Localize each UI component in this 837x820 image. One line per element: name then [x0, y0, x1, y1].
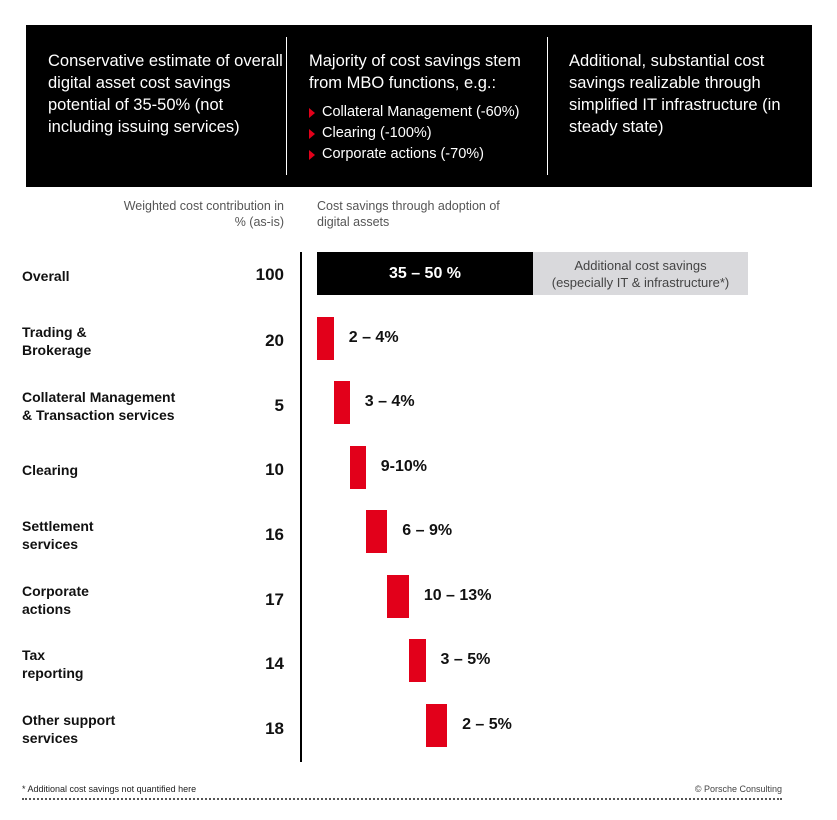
footnote: * Additional cost savings not quantified… — [22, 784, 197, 794]
row-label: Collateral Management & Transaction servi… — [22, 389, 176, 423]
overall-value: 100 — [255, 265, 284, 284]
row-value: 5 — [274, 396, 284, 415]
savings-bar — [317, 317, 334, 360]
overall-label: Overall — [22, 268, 70, 284]
header-banner: Conservative estimate of overall digital… — [26, 25, 812, 187]
savings-bar — [408, 639, 426, 682]
banner-col-mbo: Majority of cost savings stem from MBO f… — [309, 50, 549, 165]
savings-bar — [333, 381, 350, 424]
row-label: Corporate actions — [22, 583, 89, 617]
savings-bar-label: 3 – 5% — [440, 651, 491, 668]
banner-divider — [547, 37, 548, 175]
row-value: 14 — [265, 654, 284, 673]
overall-savings-bar: 35 – 50 % — [317, 252, 533, 295]
banner-bullet: Corporate actions (-70%) — [309, 144, 549, 165]
savings-bar — [349, 446, 366, 489]
savings-bar-label: 10 – 13% — [423, 587, 492, 604]
row-value: 18 — [265, 719, 284, 738]
row-label: Other support services — [22, 712, 116, 746]
savings-bar-label: 3 – 4% — [364, 393, 415, 410]
banner-divider — [286, 37, 287, 175]
row-label: Trading & Brokerage — [22, 324, 92, 358]
row-label: Clearing — [22, 462, 79, 478]
additional-savings-line2: (especially IT & infrastructure*) — [551, 274, 730, 290]
banner-mbo-title: Majority of cost savings stem from MBO f… — [309, 52, 521, 92]
savings-bar — [365, 510, 388, 553]
banner-col-it: Additional, substantial cost savings rea… — [569, 52, 781, 136]
banner-bullet: Collateral Management (-60%) — [309, 102, 549, 123]
savings-bar-label: 2 – 4% — [348, 329, 399, 346]
footer-dotted-line — [22, 798, 782, 800]
savings-bar-label: 9-10% — [380, 458, 427, 475]
savings-bar — [425, 704, 448, 747]
savings-header: Cost savings through adoption of digital… — [317, 199, 500, 229]
weighted-cost-header: Weighted cost contribution in % (as-is) — [123, 199, 284, 229]
row-value: 17 — [265, 590, 284, 609]
savings-bar — [387, 575, 409, 618]
additional-savings-bar: Additional cost savings (especially IT &… — [533, 252, 748, 295]
chart-axis-line — [300, 252, 302, 762]
copyright: © Porsche Consulting — [694, 784, 782, 794]
overall-savings-label: 35 – 50 % — [388, 264, 462, 282]
banner-col-estimate: Conservative estimate of overall digital… — [48, 52, 283, 136]
row-label: Settlement services — [22, 518, 94, 552]
row-value: 20 — [265, 331, 284, 350]
row-label: Tax reporting — [22, 647, 84, 681]
banner-bullet: Clearing (-100%) — [309, 123, 549, 144]
savings-bar-label: 6 – 9% — [402, 522, 453, 539]
row-value: 10 — [265, 460, 284, 479]
banner-mbo-list: Collateral Management (-60%) Clearing (-… — [309, 102, 549, 165]
savings-bar-label: 2 – 5% — [462, 716, 512, 733]
additional-savings-line1: Additional cost savings — [574, 257, 707, 273]
row-value: 16 — [265, 525, 284, 544]
